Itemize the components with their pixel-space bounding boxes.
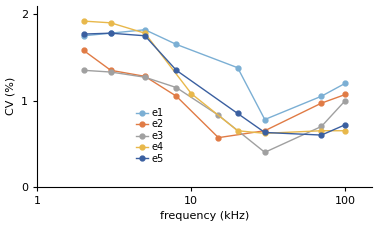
- e3: [319, 125, 324, 128]
- e4: [343, 129, 348, 132]
- e2: [108, 69, 113, 72]
- e3: [343, 99, 348, 102]
- e4: [235, 129, 240, 132]
- Legend: e1, e2, e3, e4, e5: e1, e2, e3, e4, e5: [136, 108, 164, 164]
- e1: [143, 28, 147, 31]
- e5: [174, 69, 179, 72]
- e1: [319, 95, 324, 98]
- e1: [108, 32, 113, 35]
- e2: [319, 102, 324, 104]
- e4: [189, 92, 194, 95]
- e3: [262, 151, 267, 154]
- e3: [81, 69, 86, 72]
- e1: [235, 66, 240, 69]
- e5: [235, 112, 240, 115]
- e2: [343, 93, 348, 96]
- Y-axis label: CV (%): CV (%): [6, 77, 15, 115]
- e2: [143, 75, 147, 78]
- e5: [143, 35, 147, 37]
- e3: [108, 71, 113, 73]
- e2: [262, 129, 267, 132]
- e5: [319, 134, 324, 136]
- Line: e1: e1: [81, 27, 348, 122]
- e5: [262, 131, 267, 134]
- e3: [216, 114, 221, 116]
- e1: [174, 43, 179, 46]
- e2: [81, 49, 86, 52]
- e5: [81, 33, 86, 35]
- e1: [262, 118, 267, 121]
- e1: [81, 35, 86, 37]
- Line: e3: e3: [81, 68, 348, 155]
- e4: [81, 20, 86, 22]
- e4: [143, 32, 147, 35]
- Line: e5: e5: [81, 31, 348, 138]
- e2: [216, 136, 221, 139]
- e4: [319, 129, 324, 132]
- e3: [143, 76, 147, 79]
- e1: [343, 82, 348, 85]
- e3: [174, 86, 179, 89]
- e4: [108, 22, 113, 24]
- Line: e2: e2: [81, 48, 348, 140]
- e5: [108, 32, 113, 35]
- e5: [343, 123, 348, 126]
- e2: [174, 95, 179, 98]
- Line: e4: e4: [81, 19, 348, 136]
- X-axis label: frequency (kHz): frequency (kHz): [160, 211, 249, 222]
- e4: [262, 132, 267, 135]
